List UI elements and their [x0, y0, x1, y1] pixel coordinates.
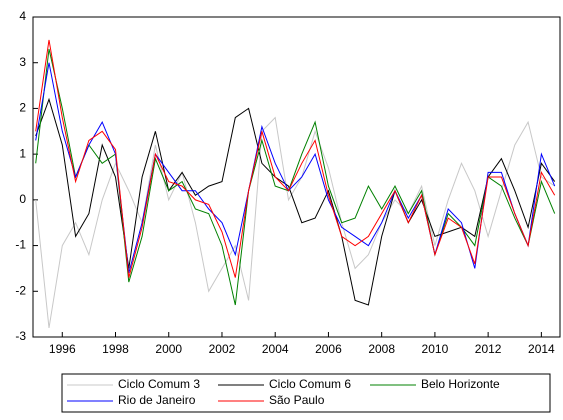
y-tick-label: 4 — [19, 9, 26, 23]
plot-frame — [32, 16, 561, 338]
legend-box — [61, 373, 551, 413]
y-tick-label: 1 — [19, 146, 26, 160]
y-tick-label: 2 — [19, 101, 26, 115]
x-tick-label: 2000 — [155, 342, 182, 356]
y-tick-label: -3 — [15, 329, 26, 343]
y-tick-label: -1 — [15, 238, 26, 252]
y-tick-label: 3 — [19, 55, 26, 69]
legend-label: Ciclo Comum 6 — [269, 377, 351, 391]
series-line — [35, 39, 556, 278]
x-tick-label: 2008 — [368, 342, 395, 356]
y-tick-label: -2 — [15, 283, 26, 297]
x-tick-label: 1998 — [102, 342, 129, 356]
series-line — [35, 116, 555, 328]
x-tick-label: 2012 — [475, 342, 502, 356]
legend-label: Rio de Janeiro — [118, 393, 196, 407]
x-tick-label: 2006 — [315, 342, 342, 356]
legend-label: Ciclo Comum 3 — [118, 377, 200, 391]
legend-label: Belo Horizonte — [421, 377, 500, 391]
x-tick-label: 2002 — [209, 342, 236, 356]
x-tick-label: 1996 — [49, 342, 76, 356]
x-tick-label: 2010 — [422, 342, 449, 356]
series-line — [35, 97, 556, 306]
y-tick-label: 0 — [19, 192, 26, 206]
legend-label: São Paulo — [269, 393, 325, 407]
x-tick-label: 2014 — [528, 342, 555, 356]
x-tick-label: 2004 — [262, 342, 289, 356]
